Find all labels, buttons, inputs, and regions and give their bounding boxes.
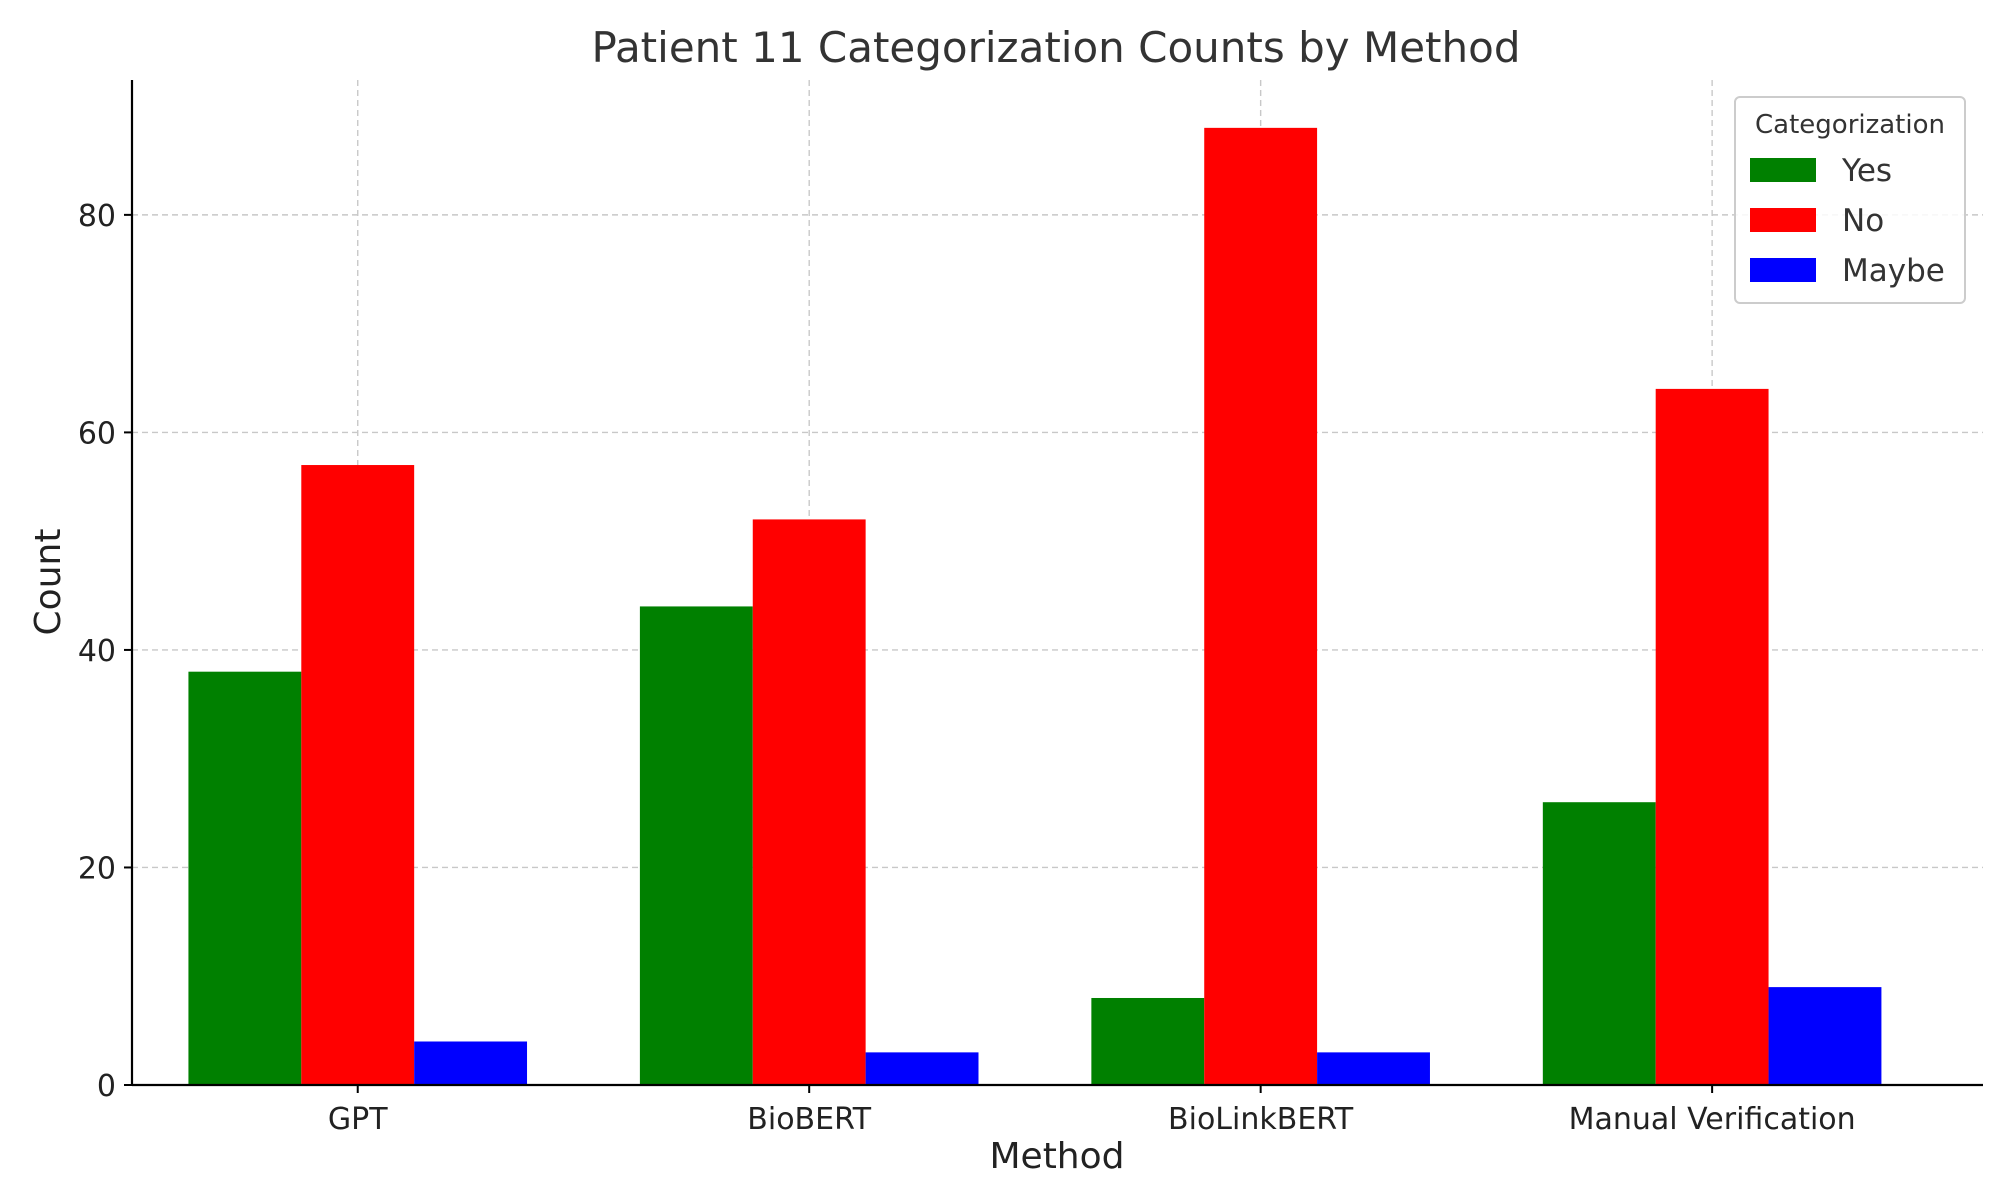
x-tick-label: GPT — [328, 1102, 388, 1137]
x-axis-label: Method — [989, 1136, 1124, 1177]
bars — [188, 127, 1882, 1086]
legend: Categorization Yes No Maybe — [1734, 96, 1966, 304]
x-ticks: GPT BioBERT BioLinkBERT Manual Verification — [328, 1085, 1856, 1137]
bar-no-biobert — [752, 519, 866, 1085]
bar-maybe-biolinkbert — [1317, 1052, 1430, 1085]
bar-no-manual-verification — [1655, 388, 1769, 1085]
y-tick-label: 20 — [78, 851, 116, 886]
y-tick-label: 0 — [97, 1069, 116, 1104]
bar-yes-biobert — [639, 606, 753, 1085]
bar-maybe-biobert — [865, 1052, 979, 1085]
legend-label-maybe: Maybe — [1842, 253, 1945, 289]
y-ticks: 0 20 40 60 80 — [78, 199, 132, 1104]
bar-maybe-manual-verification — [1768, 987, 1882, 1085]
legend-items: Yes No Maybe — [1750, 153, 1945, 289]
chart-title: Patient 11 Categorization Counts by Meth… — [592, 23, 1521, 72]
legend-frame — [1734, 96, 1966, 304]
bar-yes-biolinkbert — [1091, 997, 1205, 1085]
y-axis-label: Count — [28, 529, 69, 636]
bar-no-biolinkbert — [1204, 127, 1318, 1086]
y-tick-label: 80 — [78, 199, 116, 234]
axes — [130, 80, 1983, 1087]
legend-swatch-maybe — [1750, 258, 1816, 282]
x-tick-label: Manual Verification — [1569, 1102, 1856, 1137]
legend-label-no: No — [1842, 203, 1884, 239]
bar-yes-manual-verification — [1542, 802, 1656, 1085]
bar-maybe-gpt — [414, 1041, 528, 1085]
legend-swatch-yes — [1750, 158, 1816, 182]
bar-no-gpt — [301, 465, 415, 1085]
legend-label-yes: Yes — [1841, 153, 1892, 189]
bar-yes-gpt — [188, 671, 302, 1085]
legend-title: Categorization — [1755, 110, 1945, 140]
x-tick-label: BioBERT — [747, 1102, 871, 1137]
y-tick-label: 60 — [78, 416, 116, 451]
x-tick-label: BioLinkBERT — [1168, 1102, 1354, 1137]
legend-swatch-no — [1750, 208, 1816, 232]
y-tick-label: 40 — [78, 634, 116, 669]
